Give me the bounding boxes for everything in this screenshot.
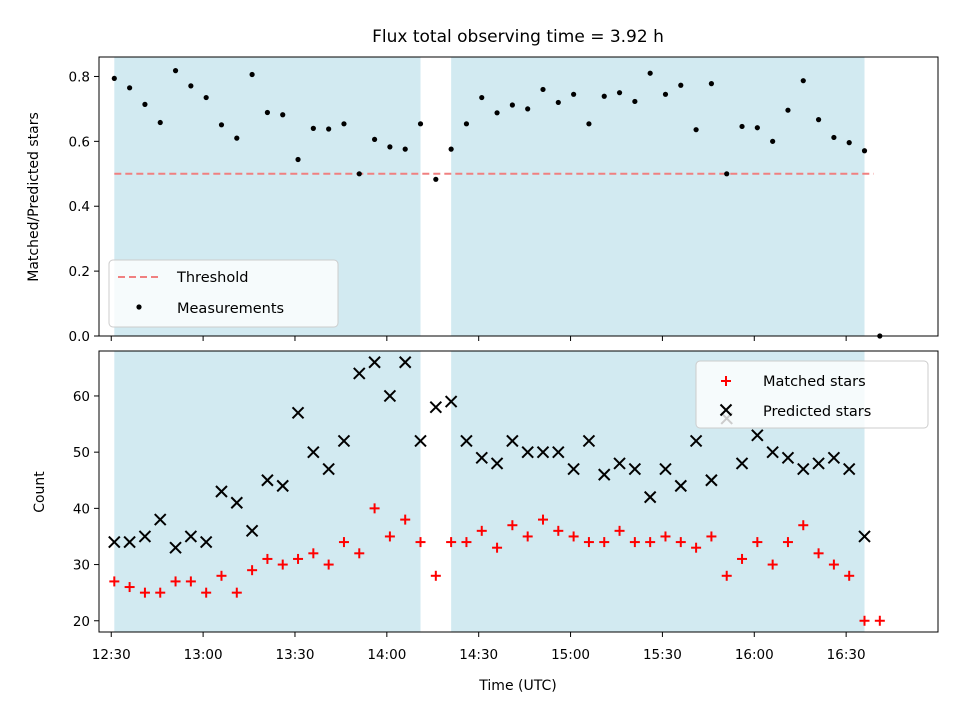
measurement-point — [663, 92, 668, 97]
bottom-y-axis-label: Count — [32, 471, 48, 513]
x-tick-label: 15:00 — [551, 647, 590, 663]
measurement-point — [831, 135, 836, 140]
measurement-point — [755, 125, 760, 130]
measurement-point — [540, 87, 545, 92]
legend-threshold-label: Threshold — [176, 270, 248, 286]
legend-measurements-label: Measurements — [177, 301, 284, 317]
top-legend: Threshold Measurements — [109, 260, 338, 327]
x-tick-label: 13:00 — [184, 647, 223, 663]
x-tick-label: 15:30 — [643, 647, 682, 663]
measurement-point — [617, 90, 622, 95]
measurement-point — [142, 102, 147, 107]
y-tick-label: 0.0 — [69, 329, 90, 345]
chart-figure: Flux total observing time = 3.92 h 0.00.… — [0, 0, 960, 720]
x-axis-label: Time (UTC) — [478, 678, 556, 694]
measurement-point — [265, 110, 270, 115]
x-tick-label: 14:00 — [367, 647, 406, 663]
y-tick-label: 50 — [73, 445, 90, 461]
measurement-point — [433, 177, 438, 182]
measurement-point — [112, 76, 117, 81]
star-count-panel: 20 30 40 50 60 12:30 13:00 13:30 14:00 14:30 15:0… — [32, 351, 938, 694]
y-tick-label: 0.2 — [69, 264, 90, 280]
measurement-point — [173, 68, 178, 73]
measurement-point — [204, 95, 209, 100]
measurement-point — [586, 121, 591, 126]
y-tick-label: 30 — [73, 558, 90, 574]
legend-measurements-swatch — [136, 304, 141, 309]
bottom-x-axis-ticks: 12:30 13:00 13:30 14:00 14:30 15:00 15:30 16:00… — [92, 632, 866, 663]
observing-window-shade — [451, 57, 864, 336]
measurement-point — [219, 122, 224, 127]
measurement-point — [295, 157, 300, 162]
measurement-point — [357, 171, 362, 176]
y-tick-label: 60 — [73, 389, 90, 405]
y-tick-label: 40 — [73, 501, 90, 517]
x-tick-label: 16:00 — [735, 647, 774, 663]
measurement-point — [770, 139, 775, 144]
measurement-point — [403, 147, 408, 152]
top-y-axis-ticks: 0.0 0.2 0.4 0.6 0.8 — [69, 69, 99, 345]
measurement-point — [632, 99, 637, 104]
measurement-point — [326, 126, 331, 131]
bottom-legend: Matched stars Predicted stars — [696, 361, 928, 428]
measurement-point — [816, 117, 821, 122]
measurement-point — [556, 100, 561, 105]
top-y-axis-label: Matched/Predicted stars — [26, 112, 42, 282]
measurement-point — [387, 144, 392, 149]
measurement-point — [311, 126, 316, 131]
measurement-point — [418, 121, 423, 126]
chart-title: Flux total observing time = 3.92 h — [372, 27, 664, 47]
measurement-point — [341, 121, 346, 126]
measurement-point — [724, 171, 729, 176]
legend-matched-label: Matched stars — [763, 374, 866, 390]
x-tick-label: 14:30 — [459, 647, 498, 663]
measurement-point — [372, 137, 377, 142]
measurement-point — [571, 92, 576, 97]
y-tick-label: 20 — [73, 614, 90, 630]
measurement-point — [862, 148, 867, 153]
measurement-point — [648, 71, 653, 76]
measurement-point — [739, 124, 744, 129]
x-tick-label: 13:30 — [276, 647, 315, 663]
measurement-point — [158, 120, 163, 125]
legend-predicted-label: Predicted stars — [763, 404, 871, 420]
measurement-point — [250, 72, 255, 77]
bottom-y-axis-ticks: 20 30 40 50 60 — [73, 389, 99, 630]
top-x-axis-ticks — [111, 336, 846, 341]
measurement-point — [127, 85, 132, 90]
measurement-point — [449, 147, 454, 152]
x-tick-label: 16:30 — [827, 647, 866, 663]
measurement-point — [280, 112, 285, 117]
measurement-point — [693, 127, 698, 132]
measurement-point — [479, 95, 484, 100]
measurement-point — [510, 102, 515, 107]
matched-ratio-panel: 0.00.20.40.60.8 Matched/Predicted stars … — [26, 57, 938, 345]
measurement-point — [801, 78, 806, 83]
measurement-point — [709, 81, 714, 86]
y-tick-label: 0.4 — [69, 199, 90, 215]
measurement-point — [678, 83, 683, 88]
measurement-point — [525, 106, 530, 111]
measurement-point — [464, 121, 469, 126]
measurement-point — [785, 108, 790, 113]
measurement-point — [188, 83, 193, 88]
measurement-point — [494, 110, 499, 115]
measurement-point — [234, 136, 239, 141]
measurement-point — [602, 94, 607, 99]
measurement-point — [847, 140, 852, 145]
y-tick-label: 0.6 — [69, 134, 90, 150]
y-tick-label: 0.8 — [69, 69, 90, 85]
x-tick-label: 12:30 — [92, 647, 131, 663]
